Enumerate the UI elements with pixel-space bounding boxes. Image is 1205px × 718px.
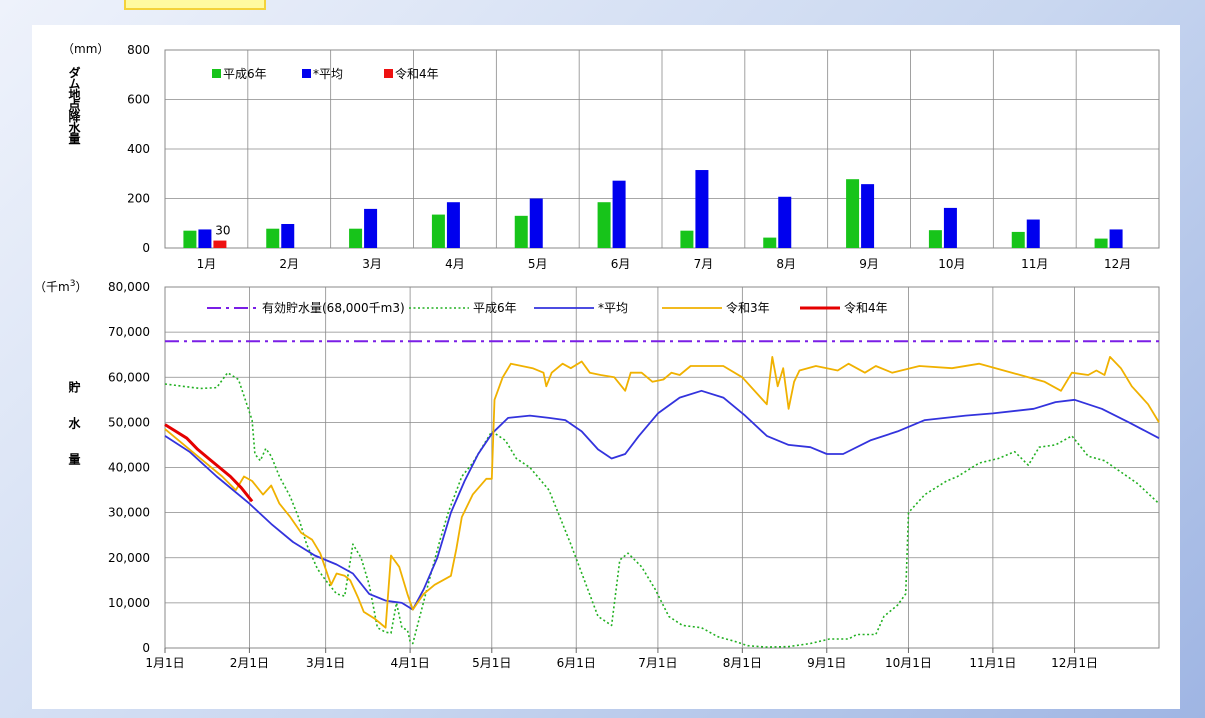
line-y-tick-label: 80,000 [108,280,150,294]
bar-y-unit: （mm） [62,42,109,56]
line-series-3 [164,356,1160,629]
bar-x-tick-label: 7月 [694,257,714,271]
top-highlight-tab [124,0,266,10]
line-x-tick-label: 2月1日 [230,656,269,670]
line-legend-label-0: 有効貯水量(68,000千m3) [262,300,405,315]
line-y-tick-label: 30,000 [108,506,150,520]
line-y-axis-title: 貯水量 [67,380,81,489]
bar-legend-label-1: *平均 [313,67,343,81]
bar-legend-swatch-0 [212,69,221,78]
bar-0-1 [266,228,280,248]
bar-legend-swatch-1 [302,69,311,78]
line-x-tick-label: 9月1日 [807,656,846,670]
bar-data-label: 30 [215,224,230,238]
bar-1-5 [612,180,626,248]
line-y-tick-label: 0 [142,641,150,655]
bar-0-3 [431,214,445,248]
bar-0-6 [680,230,694,248]
bar-x-tick-label: 10月 [938,257,965,271]
bar-1-1 [281,223,295,248]
bar-0-2 [349,228,363,248]
bar-0-5 [597,202,611,248]
line-y-tick-label: 50,000 [108,415,150,429]
bar-x-tick-label: 2月 [279,257,299,271]
bar-x-tick-label: 9月 [859,257,879,271]
bar-x-tick-label: 6月 [611,257,631,271]
bar-x-tick-label: 5月 [528,257,548,271]
bar-0-10 [1011,231,1025,248]
bar-x-tick-label: 12月 [1104,257,1131,271]
bar-legend-label-2: 令和4年 [395,66,439,81]
bar-x-tick-label: 11月 [1021,257,1048,271]
bar-1-2 [364,208,378,248]
bar-1-7 [778,196,792,248]
bar-0-8 [846,179,860,248]
line-x-tick-label: 3月1日 [306,656,345,670]
bar-1-8 [861,184,875,248]
bar-0-11 [1094,238,1108,248]
line-y-tick-label: 10,000 [108,596,150,610]
bar-0-9 [928,230,942,248]
bar-1-4 [529,198,543,248]
bar-y-tick-label: 200 [127,192,150,206]
line-x-tick-label: 8月1日 [723,656,762,670]
line-x-tick-label: 4月1日 [390,656,429,670]
line-x-tick-label: 5月1日 [472,656,511,670]
bar-x-tick-label: 1月 [197,257,217,271]
line-series-4 [164,423,254,503]
bar-2-0 [213,240,227,248]
line-y-tick-label: 20,000 [108,551,150,565]
line-legend-label-4: 令和4年 [844,300,888,315]
bar-legend-swatch-2 [384,69,393,78]
bar-1-0 [198,229,212,248]
line-y-unit: （千m3） [34,279,87,294]
bar-1-3 [446,202,460,248]
line-x-tick-label: 6月1日 [557,656,596,670]
bar-0-0 [183,230,197,248]
bar-x-tick-label: 8月 [776,257,796,271]
bar-legend-label-0: 平成6年 [223,67,267,81]
line-x-tick-label: 12月1日 [1051,656,1098,670]
bar-y-tick-label: 0 [142,241,150,255]
line-x-tick-label: 11月1日 [969,656,1016,670]
bar-1-11 [1109,229,1123,248]
line-legend-label-3: 令和3年 [726,300,770,315]
line-y-tick-label: 40,000 [108,461,150,475]
bar-y-tick-label: 400 [127,142,150,156]
line-series-1 [164,371,1160,648]
line-y-tick-label: 70,000 [108,325,150,339]
bar-0-7 [763,237,777,248]
bar-y-tick-label: 800 [127,43,150,57]
line-legend-label-1: 平成6年 [473,301,517,315]
line-y-tick-label: 60,000 [108,370,150,384]
line-legend-label-2: *平均 [598,301,628,315]
bar-0-4 [514,215,528,248]
bar-1-9 [943,207,957,248]
line-x-tick-label: 1月1日 [145,656,184,670]
line-x-tick-label: 7月1日 [638,656,677,670]
chart-canvas: 0 200 400 600 800 1月 2月 3月 4月 5月 6月 7月 8月 9月 10月 11月 12月… [34,42,1160,670]
bar-1-6 [695,170,709,248]
line-series-2 [164,389,1160,611]
line-x-tick-label: 10月1日 [885,656,932,670]
bar-x-tick-label: 3月 [362,257,382,271]
bar-x-tick-label: 4月 [445,257,465,271]
chart-panel: 0 200 400 600 800 1月 2月 3月 4月 5月 6月 7月 8月 9月 10月 11月 12月… [32,25,1180,709]
bar-1-10 [1026,219,1040,248]
bar-y-axis-title: ダム地点降水量 [67,65,81,144]
bar-y-tick-label: 600 [127,93,150,107]
